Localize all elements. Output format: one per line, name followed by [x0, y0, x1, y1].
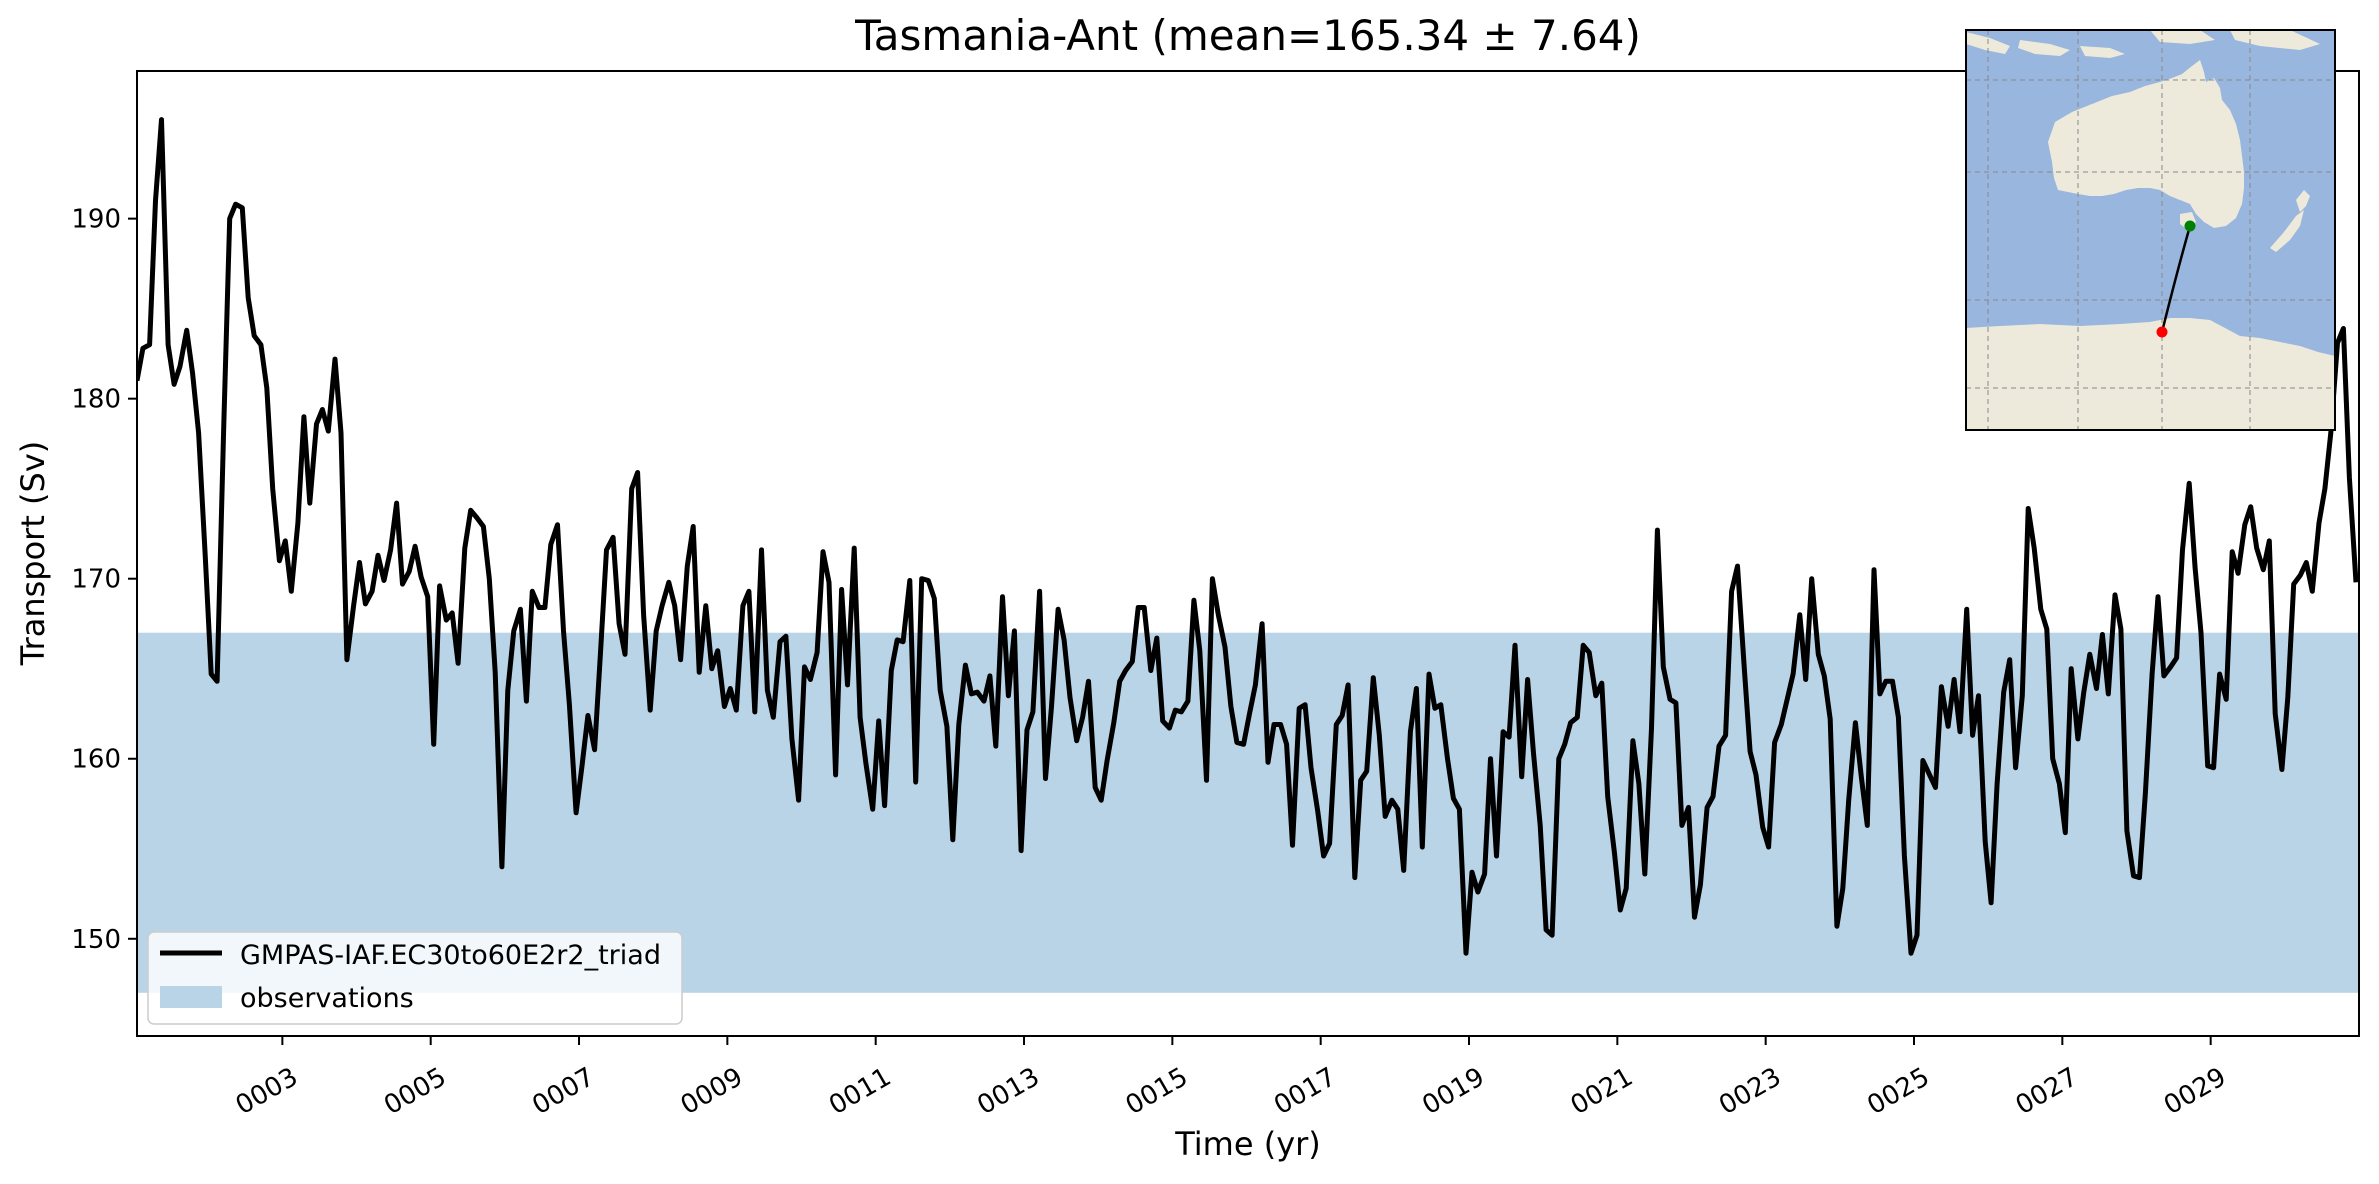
y-axis-label: Transport (Sv)	[14, 441, 52, 667]
transect-start-marker	[2184, 220, 2196, 232]
x-tick-label: 0007	[527, 1062, 599, 1121]
x-tick-label: 0019	[1417, 1062, 1489, 1121]
x-tick-label: 0013	[972, 1062, 1044, 1121]
y-axis-ticks: 150 160 170 180 190	[71, 205, 137, 955]
y-tick-label: 180	[71, 385, 121, 415]
x-tick-label: 0017	[1269, 1062, 1341, 1121]
x-axis-label: Time (yr)	[1174, 1125, 1321, 1163]
legend-observations-swatch	[160, 986, 222, 1008]
x-tick-label: 0015	[1121, 1062, 1193, 1121]
y-tick-label: 160	[71, 745, 121, 775]
transport-series-line	[137, 117, 2359, 956]
map-land-antarctica	[1966, 318, 2335, 430]
x-tick-label: 0027	[2011, 1062, 2083, 1121]
inset-map	[1965, 29, 2336, 431]
chart-title: Tasmania-Ant (mean=165.34 ± 7.64)	[854, 11, 1641, 60]
y-tick-label: 170	[71, 565, 121, 595]
x-tick-label: 0025	[1862, 1062, 1934, 1121]
x-tick-label: 0023	[1714, 1062, 1786, 1121]
x-tick-label: 0021	[1566, 1062, 1638, 1121]
map-gridlines	[1966, 30, 2335, 430]
legend-series-label: GMPAS-IAF.EC30to60E2r2_triad	[240, 940, 661, 971]
inset-map-frame	[1965, 29, 2336, 431]
x-axis-ticks: 0003 0005 0007 0009 0011 0013 0015 0017 0019 0021…	[231, 1036, 2231, 1121]
x-tick-label: 0003	[231, 1062, 303, 1121]
plot-frame	[136, 70, 2360, 1037]
x-tick-label: 0011	[824, 1062, 896, 1121]
map-transect-line	[2160, 225, 2192, 333]
map-land-australia	[2048, 60, 2244, 228]
map-land-new-zealand	[2270, 190, 2310, 252]
x-tick-label: 0005	[379, 1062, 451, 1121]
transect-end-marker	[2156, 326, 2168, 338]
legend-observations-label: observations	[240, 983, 414, 1014]
y-tick-label: 150	[71, 925, 121, 955]
map-land-indonesia	[1966, 30, 2320, 58]
y-tick-label: 190	[71, 205, 121, 235]
x-tick-label: 0009	[676, 1062, 748, 1121]
x-tick-label: 0029	[2159, 1062, 2231, 1121]
legend-box	[147, 931, 683, 1025]
legend: GMPAS-IAF.EC30to60E2r2_triad observation…	[147, 931, 683, 1025]
